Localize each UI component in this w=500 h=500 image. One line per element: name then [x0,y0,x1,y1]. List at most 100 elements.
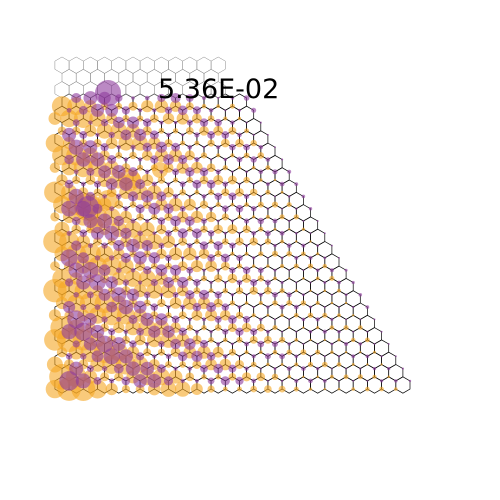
hex-cell [324,253,340,271]
purple-bubble [345,318,348,321]
purple-bubble [163,376,174,386]
purple-bubble [187,366,192,371]
orange-bubble [237,214,242,219]
purple-bubble [126,116,140,129]
purple-bubble [309,281,312,284]
orange-bubble [129,201,137,208]
purple-bubble [266,379,269,382]
orange-bubble [179,361,186,368]
purple-bubble [223,281,227,284]
hex-cell [359,314,375,333]
orange-bubble [271,201,279,208]
purple-bubble [68,139,84,155]
purple-bubble [280,256,284,260]
purple-bubble [94,255,101,261]
purple-bubble [286,366,292,371]
purple-bubble [131,96,135,100]
purple-bubble [373,343,376,345]
hex-cell [345,314,361,333]
purple-bubble [113,116,125,129]
purple-bubble [166,132,171,138]
orange-bubble [152,162,168,178]
purple-bubble [329,268,334,273]
purple-bubble [217,96,220,100]
orange-bubble [96,245,114,263]
purple-bubble [215,169,221,175]
orange-bubble [259,350,263,355]
purple-bubble [94,180,101,188]
purple-bubble [380,379,384,383]
hex-cell [182,56,198,74]
purple-bubble [121,106,130,115]
purple-bubble [166,182,171,186]
purple-bubble [171,315,180,324]
hex-cell [267,179,283,197]
orange-bubble [330,374,334,379]
orange-bubble [309,338,312,342]
orange-bubble [200,152,208,159]
purple-bubble [209,158,213,161]
orange-bubble [105,383,118,396]
purple-bubble [178,154,188,165]
purple-bubble [309,305,312,309]
orange-bubble [387,375,391,379]
purple-bubble [191,350,203,362]
purple-bubble [150,278,158,287]
orange-bubble [250,361,257,368]
purple-bubble [177,105,188,116]
purple-bubble [173,243,178,248]
purple-bubble [129,340,137,348]
purple-bubble [91,350,104,363]
purple-bubble [193,278,201,287]
purple-bubble [69,361,84,376]
orange-bubble [205,309,218,322]
purple-bubble [236,279,243,286]
purple-bubble [116,145,121,150]
orange-bubble [258,251,264,257]
orange-bubble [359,351,362,354]
purple-bubble [250,328,258,336]
orange-bubble [337,313,341,318]
orange-bubble [176,112,189,125]
purple-bubble [280,379,284,383]
purple-bubble [230,120,235,125]
hex-cell [154,56,169,74]
purple-bubble [112,165,126,179]
purple-bubble [338,256,340,259]
purple-bubble [281,330,284,333]
purple-bubble [243,143,250,151]
orange-bubble [170,347,181,358]
purple-bubble [213,363,224,374]
purple-bubble [83,337,97,351]
purple-bubble [141,240,153,252]
purple-bubble [251,231,256,236]
purple-bubble [147,373,162,388]
purple-bubble [323,355,326,358]
purple-bubble [308,330,313,334]
purple-bubble [111,337,126,351]
purple-bubble [101,316,108,323]
orange-bubble [244,251,249,256]
orange-bubble [279,336,286,343]
orange-bubble [165,361,172,368]
purple-bubble [338,379,340,382]
orange-bubble [244,301,249,305]
purple-bubble [244,341,250,347]
hex-cell [324,376,340,394]
orange-bubble [228,348,236,356]
legend-value-label: 5.36E-02 [158,74,280,105]
purple-bubble [207,254,215,262]
purple-bubble [288,219,291,223]
orange-bubble [249,237,258,246]
purple-bubble [107,155,117,164]
purple-bubble [95,132,100,137]
purple-bubble [61,200,77,217]
purple-bubble [252,183,255,186]
orange-bubble [235,360,244,369]
orange-bubble [288,277,291,280]
purple-bubble [245,121,248,124]
purple-bubble [170,338,181,350]
orange-bubble [56,174,68,186]
purple-bubble [258,169,264,175]
